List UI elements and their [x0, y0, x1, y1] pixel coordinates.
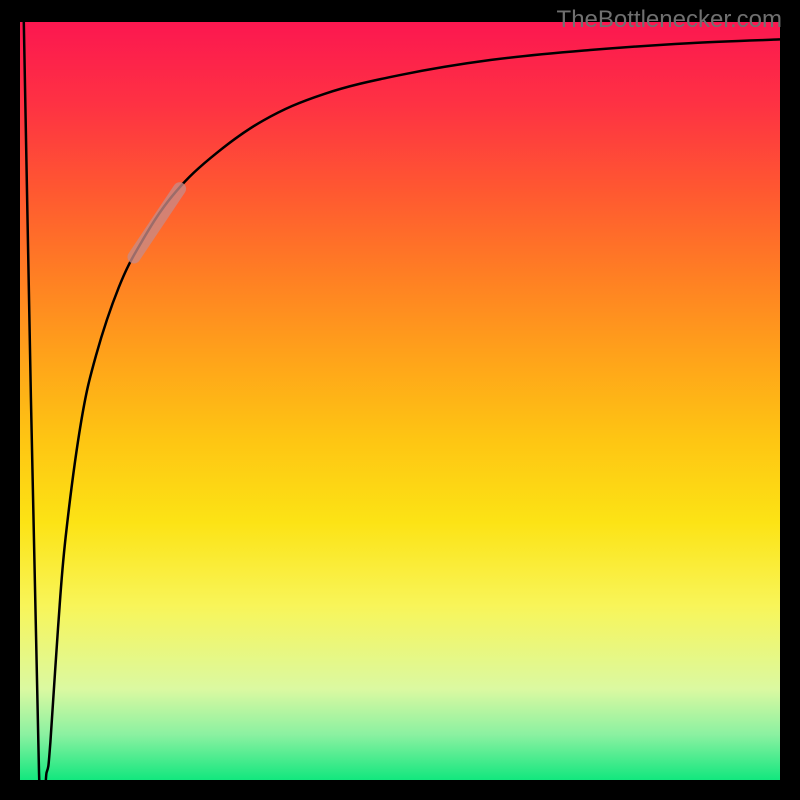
chart-container: TheBottlenecker.com	[0, 0, 800, 800]
bottleneck-curve-chart	[0, 0, 800, 800]
chart-background-gradient	[20, 22, 780, 780]
